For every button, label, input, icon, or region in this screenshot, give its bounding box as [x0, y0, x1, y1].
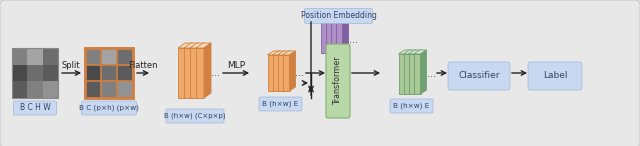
Polygon shape — [330, 19, 344, 23]
FancyBboxPatch shape — [13, 101, 56, 115]
Polygon shape — [406, 50, 412, 94]
Polygon shape — [335, 19, 349, 23]
Polygon shape — [204, 43, 211, 98]
Polygon shape — [273, 55, 280, 91]
Polygon shape — [186, 43, 193, 98]
Polygon shape — [337, 19, 344, 53]
FancyBboxPatch shape — [305, 8, 372, 24]
Text: B (h×w) E: B (h×w) E — [262, 101, 299, 107]
Polygon shape — [342, 19, 349, 53]
Polygon shape — [399, 54, 406, 94]
Polygon shape — [413, 54, 420, 94]
Polygon shape — [410, 50, 417, 94]
Text: ...: ... — [349, 35, 358, 45]
FancyBboxPatch shape — [81, 101, 136, 115]
Text: B C H W: B C H W — [20, 104, 51, 113]
Polygon shape — [282, 51, 296, 55]
FancyBboxPatch shape — [326, 44, 350, 118]
Polygon shape — [278, 51, 291, 55]
Text: MLP: MLP — [227, 61, 245, 71]
Polygon shape — [192, 43, 199, 98]
Polygon shape — [196, 48, 204, 98]
Text: Transformer: Transformer — [333, 57, 342, 105]
Text: ...: ... — [211, 68, 221, 78]
Polygon shape — [328, 19, 333, 53]
Polygon shape — [330, 23, 337, 53]
FancyBboxPatch shape — [448, 62, 510, 90]
FancyBboxPatch shape — [528, 62, 582, 90]
Polygon shape — [335, 23, 342, 53]
Polygon shape — [399, 50, 412, 54]
Polygon shape — [333, 19, 339, 53]
Polygon shape — [403, 50, 417, 54]
Polygon shape — [273, 51, 285, 55]
FancyBboxPatch shape — [390, 99, 433, 113]
FancyBboxPatch shape — [259, 97, 302, 111]
Text: Label: Label — [543, 72, 567, 80]
Text: B (h×w) (C×p×p): B (h×w) (C×p×p) — [164, 113, 226, 119]
Text: B C (p×h) (p×w): B C (p×h) (p×w) — [79, 105, 139, 111]
Polygon shape — [278, 55, 285, 91]
Text: B (h×w) E: B (h×w) E — [394, 103, 429, 109]
Text: ...: ... — [426, 69, 435, 79]
Text: Flatten: Flatten — [128, 61, 157, 71]
Polygon shape — [321, 23, 328, 53]
Polygon shape — [321, 19, 333, 23]
Polygon shape — [285, 51, 291, 91]
Polygon shape — [280, 51, 285, 91]
Polygon shape — [198, 43, 205, 98]
Polygon shape — [289, 51, 296, 91]
Polygon shape — [184, 48, 192, 98]
FancyBboxPatch shape — [166, 109, 224, 123]
Polygon shape — [282, 55, 289, 91]
Polygon shape — [408, 54, 415, 94]
Polygon shape — [403, 54, 410, 94]
Polygon shape — [275, 51, 280, 91]
Polygon shape — [326, 23, 333, 53]
Polygon shape — [268, 55, 275, 91]
Polygon shape — [196, 43, 211, 48]
Polygon shape — [415, 50, 422, 94]
Polygon shape — [190, 48, 198, 98]
Polygon shape — [178, 43, 193, 48]
Polygon shape — [268, 51, 280, 55]
Text: Split: Split — [61, 61, 80, 71]
Text: ...: ... — [296, 68, 305, 78]
Polygon shape — [408, 50, 422, 54]
Polygon shape — [184, 43, 199, 48]
Polygon shape — [420, 50, 426, 94]
Polygon shape — [413, 50, 426, 54]
Polygon shape — [190, 43, 205, 48]
Polygon shape — [178, 48, 186, 98]
Text: Classifier: Classifier — [458, 72, 500, 80]
Text: Position Embedding: Position Embedding — [301, 12, 376, 20]
Polygon shape — [326, 19, 339, 23]
